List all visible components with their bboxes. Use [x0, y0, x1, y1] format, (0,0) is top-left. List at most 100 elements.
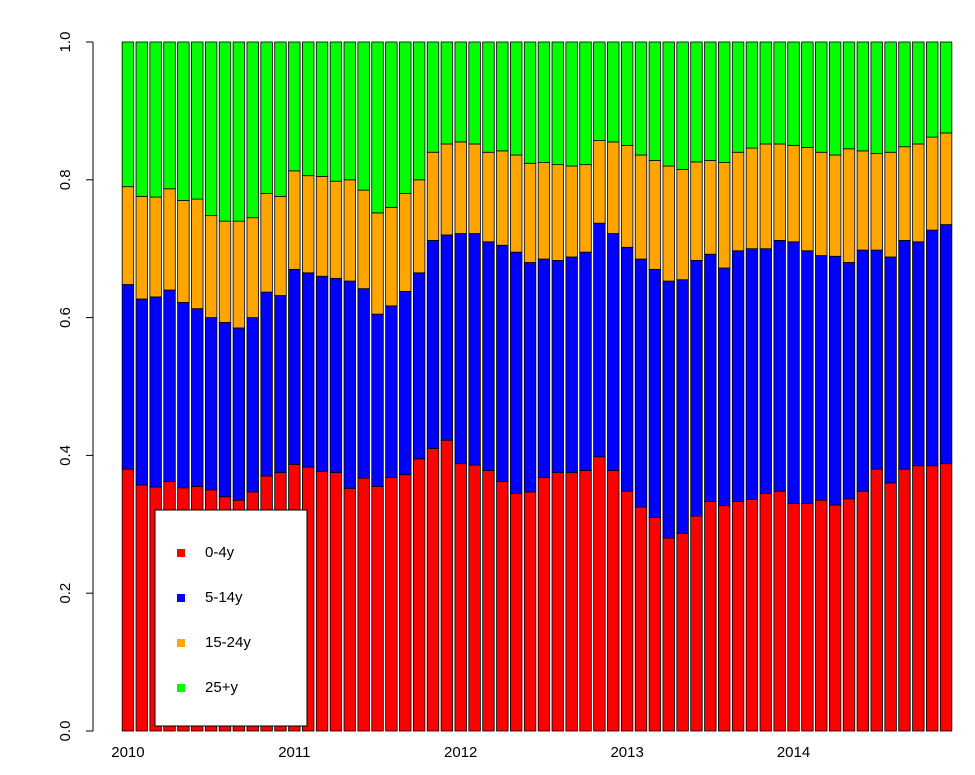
bar-segment: [579, 41, 592, 166]
bar-segment: [870, 41, 883, 155]
bar-segment: [842, 262, 856, 500]
bar-segment: [482, 470, 495, 732]
bar-segment: [371, 41, 384, 214]
bar-segment: [634, 258, 648, 508]
legend-swatch: [177, 549, 185, 557]
bar-segment: [704, 501, 717, 732]
bar-segment: [232, 41, 246, 222]
bar-segment: [163, 41, 176, 190]
bar-segment: [357, 41, 370, 191]
bar-segment: [482, 151, 495, 243]
bar-segment: [329, 277, 343, 474]
legend-swatch: [177, 594, 185, 602]
bar-segment: [163, 188, 176, 291]
bar-segment: [288, 41, 301, 172]
bar-segment: [496, 150, 509, 246]
bar-segment: [232, 220, 246, 329]
bar-segment: [939, 463, 953, 732]
bar-segment: [731, 250, 745, 502]
bar-segment: [412, 458, 426, 732]
bar-segment: [759, 248, 772, 494]
bar-segment: [634, 154, 648, 260]
bar-segment: [523, 41, 537, 164]
legend-label: 15-24y: [205, 634, 251, 651]
bar-segment: [565, 165, 578, 258]
bar-segment: [815, 499, 828, 732]
bar-segment: [537, 258, 551, 478]
bar-segment: [454, 463, 467, 732]
bar-segment: [718, 267, 731, 507]
bar-segment: [510, 251, 523, 494]
bar-segment: [620, 144, 634, 248]
bar-segment: [315, 275, 329, 472]
bar-segment: [260, 41, 273, 194]
bar-segment: [648, 41, 662, 161]
bar-segment: [870, 468, 883, 732]
legend-swatch: [177, 639, 185, 647]
bar-segment: [662, 165, 675, 282]
bar-segment: [246, 317, 259, 493]
bar-segment: [135, 484, 148, 732]
bar-segment: [218, 322, 232, 498]
bar-segment: [801, 41, 814, 148]
bar-segment: [329, 472, 343, 732]
bar-segment: [759, 492, 772, 732]
bar-segment: [607, 233, 620, 471]
bar-segment: [690, 41, 703, 163]
bar-segment: [510, 41, 523, 156]
bar-segment: [218, 220, 232, 323]
bar-segment: [135, 41, 148, 197]
bar-segment: [399, 41, 412, 194]
bar-segment: [662, 280, 675, 539]
bar-segment: [135, 195, 148, 300]
bar-segment: [787, 503, 800, 732]
x-tick-label: 2013: [610, 744, 643, 761]
bar-segment: [870, 153, 883, 251]
bar-segment: [315, 175, 329, 277]
bar-segment: [343, 280, 356, 489]
bar-segment: [856, 249, 870, 492]
legend-swatch: [177, 684, 185, 692]
bar-segment: [399, 291, 412, 476]
x-tick-label: 2012: [444, 744, 477, 761]
bar-segment: [523, 262, 537, 493]
bar-segment: [926, 229, 939, 467]
bar-segment: [177, 41, 190, 201]
bar-segment: [634, 506, 648, 732]
bar-segment: [510, 492, 523, 732]
bar-segment: [884, 482, 897, 732]
bar-segment: [523, 162, 537, 263]
bar-segment: [704, 160, 717, 255]
bar-segment: [856, 150, 870, 251]
bar-segment: [177, 302, 190, 489]
bar-segment: [399, 474, 412, 732]
bar-segment: [676, 532, 689, 732]
bar-segment: [898, 240, 911, 470]
bar-segment: [482, 241, 495, 471]
x-tick-label: 2011: [278, 744, 310, 761]
bar-segment: [510, 154, 523, 253]
bar-segment: [884, 151, 897, 258]
bar-segment: [579, 164, 592, 253]
bar-segment: [496, 244, 509, 482]
bar-segment: [357, 189, 370, 290]
bar-segment: [412, 179, 426, 274]
bar-segment: [815, 255, 828, 501]
bar-segment: [551, 164, 564, 261]
bar-segment: [842, 498, 856, 732]
bar-segment: [454, 233, 467, 465]
bar-segment: [579, 470, 592, 732]
y-tick-label: 0.2: [57, 583, 74, 604]
legend-label: 25+y: [205, 679, 238, 696]
bar-segment: [926, 41, 939, 138]
bar-segment: [302, 272, 315, 468]
bar-segment: [926, 465, 939, 732]
bar-segment: [288, 268, 301, 465]
bar-segment: [454, 41, 467, 143]
legend-label: 5-14y: [205, 589, 243, 606]
bar-segment: [607, 41, 620, 143]
bar-segment: [676, 169, 689, 281]
bar-segment: [468, 233, 481, 466]
bar-segment: [385, 477, 398, 732]
bar-segment: [787, 41, 800, 146]
